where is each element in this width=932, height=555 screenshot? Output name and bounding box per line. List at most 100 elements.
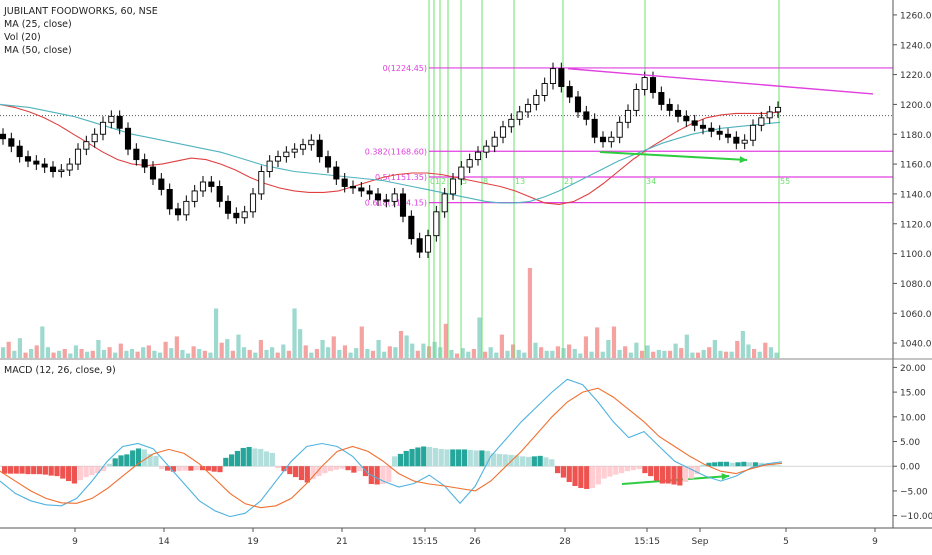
price-tick-label: 1080.00 [900, 280, 932, 290]
volume-bar [667, 350, 673, 358]
volume-bar [370, 350, 376, 358]
price-tick-label: 1180.00 [900, 131, 932, 141]
volume-bar [567, 344, 572, 358]
macd-histogram-bar [164, 466, 171, 471]
candle-body [366, 190, 373, 195]
volume-bar [454, 353, 460, 358]
fib-level-label: 0(1224.45) [383, 64, 427, 73]
volume-bar [617, 349, 622, 358]
volume-bar [628, 352, 633, 358]
volume-bar [735, 340, 740, 358]
candle-body [83, 141, 90, 150]
candle-body [408, 215, 415, 240]
candle-body [141, 159, 148, 168]
macd-histogram-bar [205, 466, 211, 471]
volume-bar [751, 349, 757, 358]
volume-bar [404, 335, 409, 358]
volume-bar [107, 347, 112, 358]
volume-bar [376, 340, 381, 358]
volume-bar [163, 341, 168, 358]
volume-bar [320, 340, 325, 358]
volume-bar [746, 344, 751, 358]
candle-body [774, 106, 782, 113]
volume-bar [561, 348, 566, 358]
macd-histogram-bar [549, 459, 555, 467]
macd-histogram-bar [386, 466, 392, 483]
volume-bar [73, 345, 79, 358]
volume-bar [572, 349, 577, 358]
candle-body [708, 127, 715, 132]
volume-bar [656, 349, 661, 358]
volume-bar [539, 347, 544, 358]
macd-histogram-bar [490, 453, 497, 467]
macd-histogram-bar [263, 451, 270, 467]
macd-divergence-arrow-head [721, 473, 729, 481]
macd-tick-label: −5.00 [900, 487, 928, 497]
macd-histogram-bar [415, 447, 421, 467]
candle-body [191, 190, 198, 202]
volume-bar [337, 349, 342, 358]
volume-bar [51, 352, 56, 358]
macd-histogram-bar [100, 466, 107, 472]
macd-histogram-bar [25, 466, 31, 475]
macd-histogram-bar [619, 466, 625, 474]
macd-histogram-bar [607, 466, 613, 477]
macd-histogram-bar [508, 454, 514, 467]
candle-body [616, 121, 623, 138]
macd-histogram-bar [514, 455, 520, 467]
candle-body [766, 111, 773, 119]
macd-histogram-bar [554, 466, 561, 474]
candle-body [183, 200, 190, 216]
macd-histogram-bar [327, 466, 334, 472]
time-tick-label: 26 [469, 537, 481, 547]
macd-histogram-bar [106, 463, 112, 467]
volume-bar [712, 340, 717, 358]
macd-histogram-bar [543, 457, 549, 467]
candle-body [274, 156, 282, 162]
macd-histogram-bar [118, 455, 124, 467]
volume-bar [331, 336, 336, 358]
macd-histogram-bar [345, 466, 351, 471]
candle-body [291, 148, 298, 153]
macd-histogram-bar [71, 466, 78, 484]
time-tick-label: Sep [692, 537, 709, 547]
candle-body [416, 238, 423, 253]
candle-body [316, 139, 323, 158]
volume-bar [651, 351, 656, 358]
macd-histogram-bar [54, 466, 60, 477]
time-tick-label: 15:15 [412, 537, 438, 547]
volume-bar [421, 343, 426, 358]
macd-histogram-bar [234, 450, 241, 467]
volume-bar [197, 349, 202, 358]
macd-histogram-bar [269, 452, 275, 467]
macd-histogram-bar [293, 466, 299, 478]
candle-body [566, 86, 573, 98]
descending-trendline [567, 67, 874, 95]
time-tick-label: 21 [336, 537, 347, 547]
volume-bar [499, 334, 504, 358]
macd-histogram-bar [712, 462, 718, 467]
volume-bar [595, 327, 600, 358]
volume-bar [314, 349, 320, 358]
volume-bar [96, 340, 101, 358]
macd-histogram-bar [653, 466, 660, 481]
volume-bar [393, 347, 398, 358]
volume-bar [466, 351, 471, 358]
volume-bar [113, 352, 118, 358]
volume-bar [695, 352, 701, 358]
volume-bar [415, 350, 420, 358]
volume-bar [286, 350, 292, 358]
volume-bar [152, 350, 157, 358]
volume-bar [29, 349, 34, 358]
volume-bar [645, 345, 650, 358]
macd-histogram-bar [357, 466, 363, 472]
candle-body [508, 118, 515, 128]
candle-body [599, 136, 607, 143]
macd-histogram-bar [589, 466, 596, 488]
volume-bar [354, 348, 359, 358]
macd-histogram-bar [648, 466, 654, 477]
macd-histogram-bar [124, 454, 130, 467]
candle-body [199, 181, 207, 192]
